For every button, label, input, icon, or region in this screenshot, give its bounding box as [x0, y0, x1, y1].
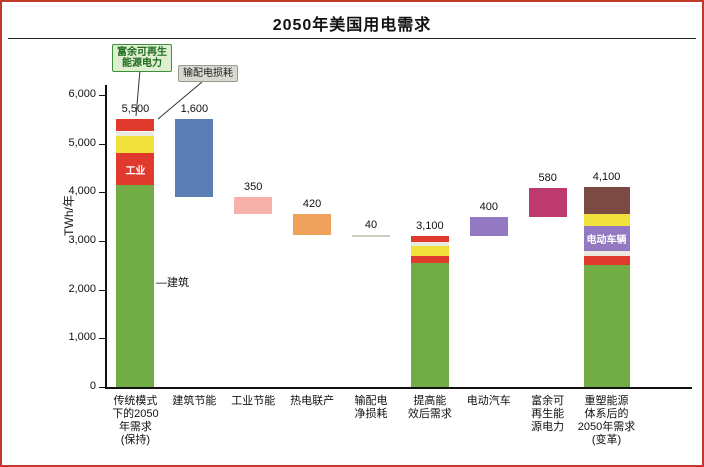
bar-segment-blue [175, 119, 214, 198]
x-axis-category: 提高能 效后需求 [394, 395, 466, 421]
x-axis-category-line: 年需求 [118, 421, 152, 433]
x-axis-category-line: 电动汽车 [466, 395, 511, 407]
y-tick-mark [99, 192, 106, 194]
annotation-surplus-renewables: 富余可再生 能源电力 [112, 44, 172, 72]
bar-segment-yellow [583, 214, 630, 227]
x-axis-category-line: 提高能 [413, 395, 447, 407]
y-tick-mark [99, 143, 106, 145]
bar-value-label: 5,500 [121, 103, 150, 116]
bar-segment-label: 工业 [125, 165, 146, 177]
x-axis-category-line: 体系后的 [584, 408, 629, 420]
x-axis-category-line: 2050年需求 [577, 421, 636, 433]
x-axis-category: 输配电 净损耗 [335, 395, 407, 421]
bar-value-label: 420 [302, 198, 322, 211]
annotation-building: —建筑 [156, 278, 189, 289]
bar-value-label: 350 [244, 181, 263, 194]
y-tick-mark [99, 241, 106, 242]
x-axis-category: 建筑节能 [158, 395, 230, 408]
y-tick-label: 3,000 [68, 234, 96, 246]
bar-segment-lightgray [410, 241, 449, 246]
x-axis-category-line: 再生能 [531, 408, 565, 420]
y-tick-mark [99, 338, 106, 340]
bar-segment-green [410, 262, 449, 387]
bar-segment-orange [293, 214, 332, 235]
chart-title: 2050年美国用电需求 [272, 17, 432, 34]
bar-segment-red [116, 119, 155, 132]
bar-segment-brown [583, 187, 630, 215]
y-tick-label: 5,000 [68, 136, 96, 149]
bar-segment-red [583, 255, 630, 266]
x-axis-category-line: 输配电 [354, 395, 388, 407]
y-tick-label: 6,000 [68, 88, 96, 100]
y-tick-mark [99, 387, 106, 388]
bar-segment-green [116, 185, 155, 387]
x-axis-category-line: 效后需求 [407, 408, 452, 420]
x-axis-category-line: 工业节能 [231, 395, 276, 407]
bar-value-label: 3,100 [416, 220, 444, 233]
x-axis-category: 电动汽车 [453, 395, 525, 408]
y-axis-line [105, 85, 107, 389]
bar-segment-lightgray [116, 131, 155, 137]
x-axis-category-line: 源电力 [531, 421, 565, 433]
x-axis-category-line: 富余可 [531, 395, 565, 407]
annotation-td-loss-label: 输配电损耗 [183, 68, 233, 79]
x-axis-category-line: 建筑节能 [172, 395, 217, 407]
y-tick-label: 4,000 [68, 185, 96, 198]
x-axis-line [105, 387, 692, 389]
x-axis-category: 重塑能源 体系后的 2050年需求 (变革) [571, 395, 643, 447]
bar-segment-yellow [410, 245, 449, 256]
annotation-surplus-line1: 富余可再生 [117, 47, 167, 58]
x-axis-category: 工业节能 [217, 395, 289, 408]
x-axis-category-line: (变革) [591, 434, 622, 446]
bar-segment-pink [234, 197, 273, 215]
bar-segment-red [410, 236, 449, 242]
bar-segment-lightgray [583, 250, 630, 256]
bar-segment-purple: 电动车辆 [583, 226, 630, 251]
y-tick-mark [99, 95, 106, 96]
bar-segment-purple [469, 216, 508, 237]
annotation-td-loss: 输配电损耗 [178, 65, 238, 82]
x-axis-category-line: 下的2050 [112, 408, 159, 420]
x-axis-category-line: 净损耗 [354, 408, 388, 420]
y-tick-label: 2,000 [68, 282, 96, 295]
y-tick-label: 0 [89, 380, 96, 392]
bar-value-label: 40 [364, 218, 378, 231]
bar-segment-magenta [528, 188, 567, 217]
bar-segment-green [583, 265, 630, 387]
bar-segment-red: 工业 [116, 153, 155, 186]
x-axis-category-line: 重塑能源 [584, 395, 629, 407]
title-divider [8, 38, 696, 39]
x-axis-category-line: 热电联产 [290, 395, 335, 407]
annotation-building-label: —建筑 [156, 277, 189, 289]
x-axis-category-line: 传统模式 [113, 395, 158, 407]
bar-segment-gray [352, 234, 390, 237]
bar-segment-label: 电动车辆 [586, 235, 627, 247]
bar-segment-red [410, 255, 449, 263]
bar-value-label: 4,100 [592, 171, 621, 184]
bar-value-label: 400 [479, 200, 498, 213]
x-axis-category-line: (保持) [120, 434, 151, 446]
x-axis-category: 热电联产 [276, 395, 348, 408]
bar-value-label: 1,600 [180, 103, 209, 116]
y-tick-label: 1,000 [68, 331, 96, 344]
bar-value-label: 580 [538, 172, 557, 185]
x-axis-category: 富余可 再生能 源电力 [512, 395, 584, 434]
bar-segment-yellow [116, 136, 155, 154]
annotation-surplus-line2: 能源电力 [122, 58, 162, 69]
x-axis-category: 传统模式 下的2050 年需求 (保持) [99, 395, 171, 447]
y-tick-mark [99, 289, 106, 291]
